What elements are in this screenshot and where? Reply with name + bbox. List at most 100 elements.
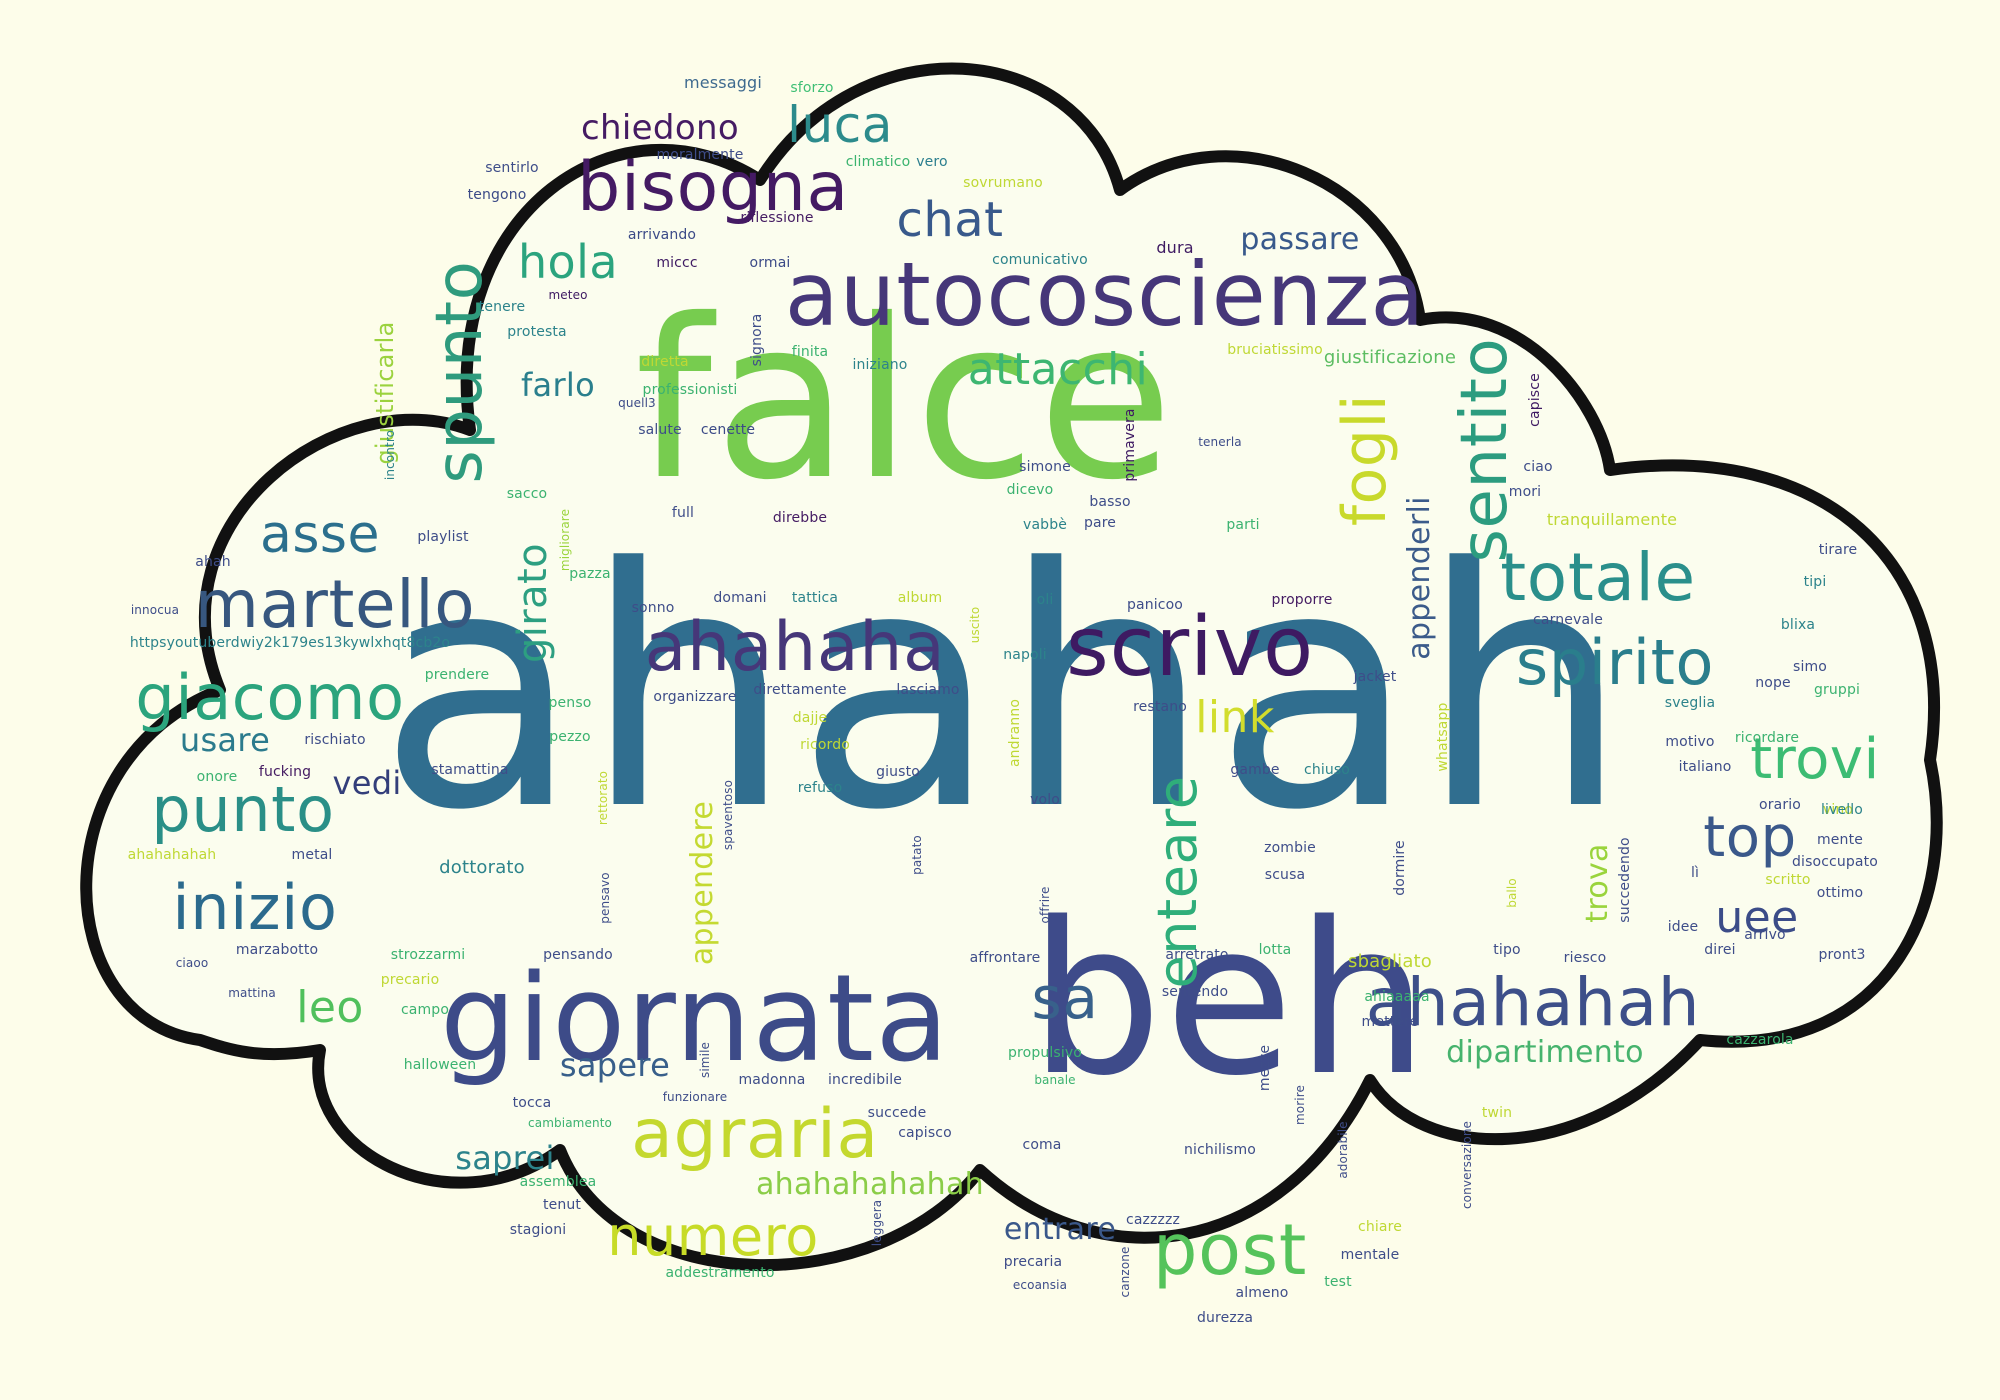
word-cloud-word: sapere	[559, 1046, 671, 1084]
word-cloud-word: tipo	[1493, 942, 1521, 958]
word-cloud-word: scrivo	[1066, 600, 1314, 695]
word-cloud-word: vero	[916, 154, 948, 170]
word-cloud-word: luca	[787, 96, 893, 154]
word-cloud-word: climatico	[845, 154, 911, 170]
word-cloud-word: miccc	[656, 255, 698, 271]
word-cloud-word: nichilismo	[1184, 1142, 1256, 1158]
word-cloud-word: morire	[1293, 1084, 1307, 1126]
word-cloud-word: precario	[380, 972, 440, 988]
word-cloud-word: ahiaaaaa	[1364, 989, 1430, 1005]
word-cloud-word: lasciamo	[896, 682, 960, 698]
word-cloud-word: chat	[896, 192, 1004, 248]
word-cloud-word: trovi	[1750, 727, 1880, 792]
word-cloud-word: cazzzzz	[1126, 1212, 1180, 1228]
word-cloud-word: pront3	[1818, 947, 1866, 963]
word-cloud-word: tenut	[542, 1197, 582, 1213]
word-cloud-word: chiedono	[580, 108, 740, 148]
word-cloud-word: protesta	[507, 324, 567, 340]
word-cloud-word: capisce	[1527, 373, 1543, 427]
word-cloud-word: ciaoo	[175, 956, 209, 970]
word-cloud-word: coma	[1022, 1137, 1062, 1153]
word-cloud-word: sonno	[631, 600, 675, 616]
word-cloud-word: fogli	[1330, 393, 1400, 527]
word-cloud-word: giusto	[876, 764, 920, 780]
word-cloud-word: leggera	[870, 1199, 884, 1247]
word-cloud-word: finita	[791, 344, 829, 360]
word-cloud-word: whatsapp	[1435, 702, 1451, 772]
word-cloud-word: bruciatissimo	[1227, 342, 1323, 358]
word-cloud-word: napoli	[1003, 647, 1047, 663]
word-cloud-word: appenderli	[1402, 496, 1437, 660]
word-cloud-word: ahahahah	[1365, 964, 1701, 1041]
word-cloud-word: sforzo	[790, 80, 834, 96]
word-cloud-word: lì	[1690, 865, 1700, 881]
word-cloud-word: panicoo	[1126, 597, 1184, 613]
word-cloud-word: arretrato	[1165, 947, 1229, 963]
word-cloud-word: campo	[400, 1002, 450, 1018]
word-cloud-word: simo	[1793, 659, 1827, 675]
word-cloud-word: cambiamento	[528, 1116, 612, 1130]
word-cloud-word: trova	[1580, 843, 1615, 923]
word-cloud-word: offrire	[1038, 886, 1052, 924]
word-cloud-word: scritto	[1765, 872, 1811, 888]
word-cloud-word: sentito	[1448, 337, 1522, 563]
word-cloud-word: mezze	[1257, 1044, 1273, 1092]
word-cloud-word: conversazione	[1460, 1120, 1474, 1210]
word-cloud-word: pare	[1083, 515, 1117, 531]
word-cloud-word: spaventoso	[721, 779, 735, 851]
word-cloud-word: farlo	[520, 366, 596, 404]
word-cloud-word: album	[897, 590, 943, 606]
word-cloud-word: ahah	[195, 554, 231, 570]
word-cloud-word: ormai	[749, 255, 791, 271]
word-cloud-word: spirito	[1515, 626, 1715, 699]
word-cloud-word: mente	[1817, 832, 1863, 848]
word-cloud-word: incredibile	[827, 1072, 903, 1088]
word-cloud-word: propulsivo	[1008, 1045, 1082, 1061]
word-cloud-word: primavera	[1122, 408, 1138, 482]
word-cloud-word: capisco	[898, 1125, 952, 1141]
word-cloud-word: link	[1195, 692, 1275, 743]
word-cloud-word: mentale	[1340, 1247, 1400, 1263]
word-cloud-word: beh	[1029, 877, 1431, 1122]
word-cloud-word: simone	[1019, 459, 1071, 475]
word-cloud-word: gruppi	[1813, 682, 1861, 698]
word-cloud-word: direbbe	[772, 510, 828, 526]
word-cloud-word: ricordare	[1734, 730, 1800, 746]
word-cloud-word: tirare	[1818, 542, 1858, 558]
word-cloud-word: giornata	[440, 950, 950, 1089]
word-cloud-word: direttamente	[753, 682, 847, 698]
word-cloud-word: pazza	[569, 566, 611, 582]
word-cloud-word: cazzarola	[1726, 1032, 1794, 1048]
word-cloud-word: restano	[1133, 699, 1187, 715]
word-cloud-word: uee	[1715, 892, 1799, 943]
word-cloud-word: girato	[510, 542, 556, 664]
word-cloud-word: proporre	[1271, 592, 1333, 608]
word-cloud-word: assemblea	[519, 1174, 597, 1190]
word-cloud-word: adorabile	[1336, 1121, 1350, 1179]
word-cloud-word: livello	[1820, 802, 1864, 818]
word-cloud-word: tipi	[1803, 574, 1827, 590]
word-cloud-word: durezza	[1196, 1310, 1254, 1326]
word-cloud-word: simile	[698, 1041, 712, 1079]
word-cloud-word: gambe	[1230, 762, 1280, 778]
word-cloud-word: stagioni	[509, 1222, 567, 1238]
word-cloud-word: sveglia	[1664, 695, 1716, 711]
word-cloud-word: sbagliato	[1348, 951, 1432, 972]
word-cloud-word: messaggi	[684, 73, 762, 92]
word-cloud-word: tocca	[512, 1095, 552, 1111]
word-cloud-word: punto	[151, 773, 335, 846]
word-cloud-word: patato	[910, 835, 924, 875]
word-cloud-word: meteo	[548, 288, 588, 302]
word-cloud-word: agraria	[631, 1095, 879, 1174]
word-cloud-word: ahahahahah	[127, 847, 217, 863]
word-cloud-word: pensavo	[598, 872, 612, 924]
word-cloud-word: dipartimento	[1446, 1035, 1644, 1070]
word-cloud-word: scusa	[1264, 867, 1306, 883]
word-cloud-word: precaria	[1003, 1254, 1063, 1270]
word-cloud-word: succedendo	[1617, 837, 1633, 923]
word-cloud-word: tenerla	[1198, 435, 1242, 449]
word-cloud-word: hola	[517, 235, 619, 289]
word-cloud-word: parti	[1226, 517, 1260, 533]
word-cloud-word: mettere	[1361, 1014, 1419, 1030]
